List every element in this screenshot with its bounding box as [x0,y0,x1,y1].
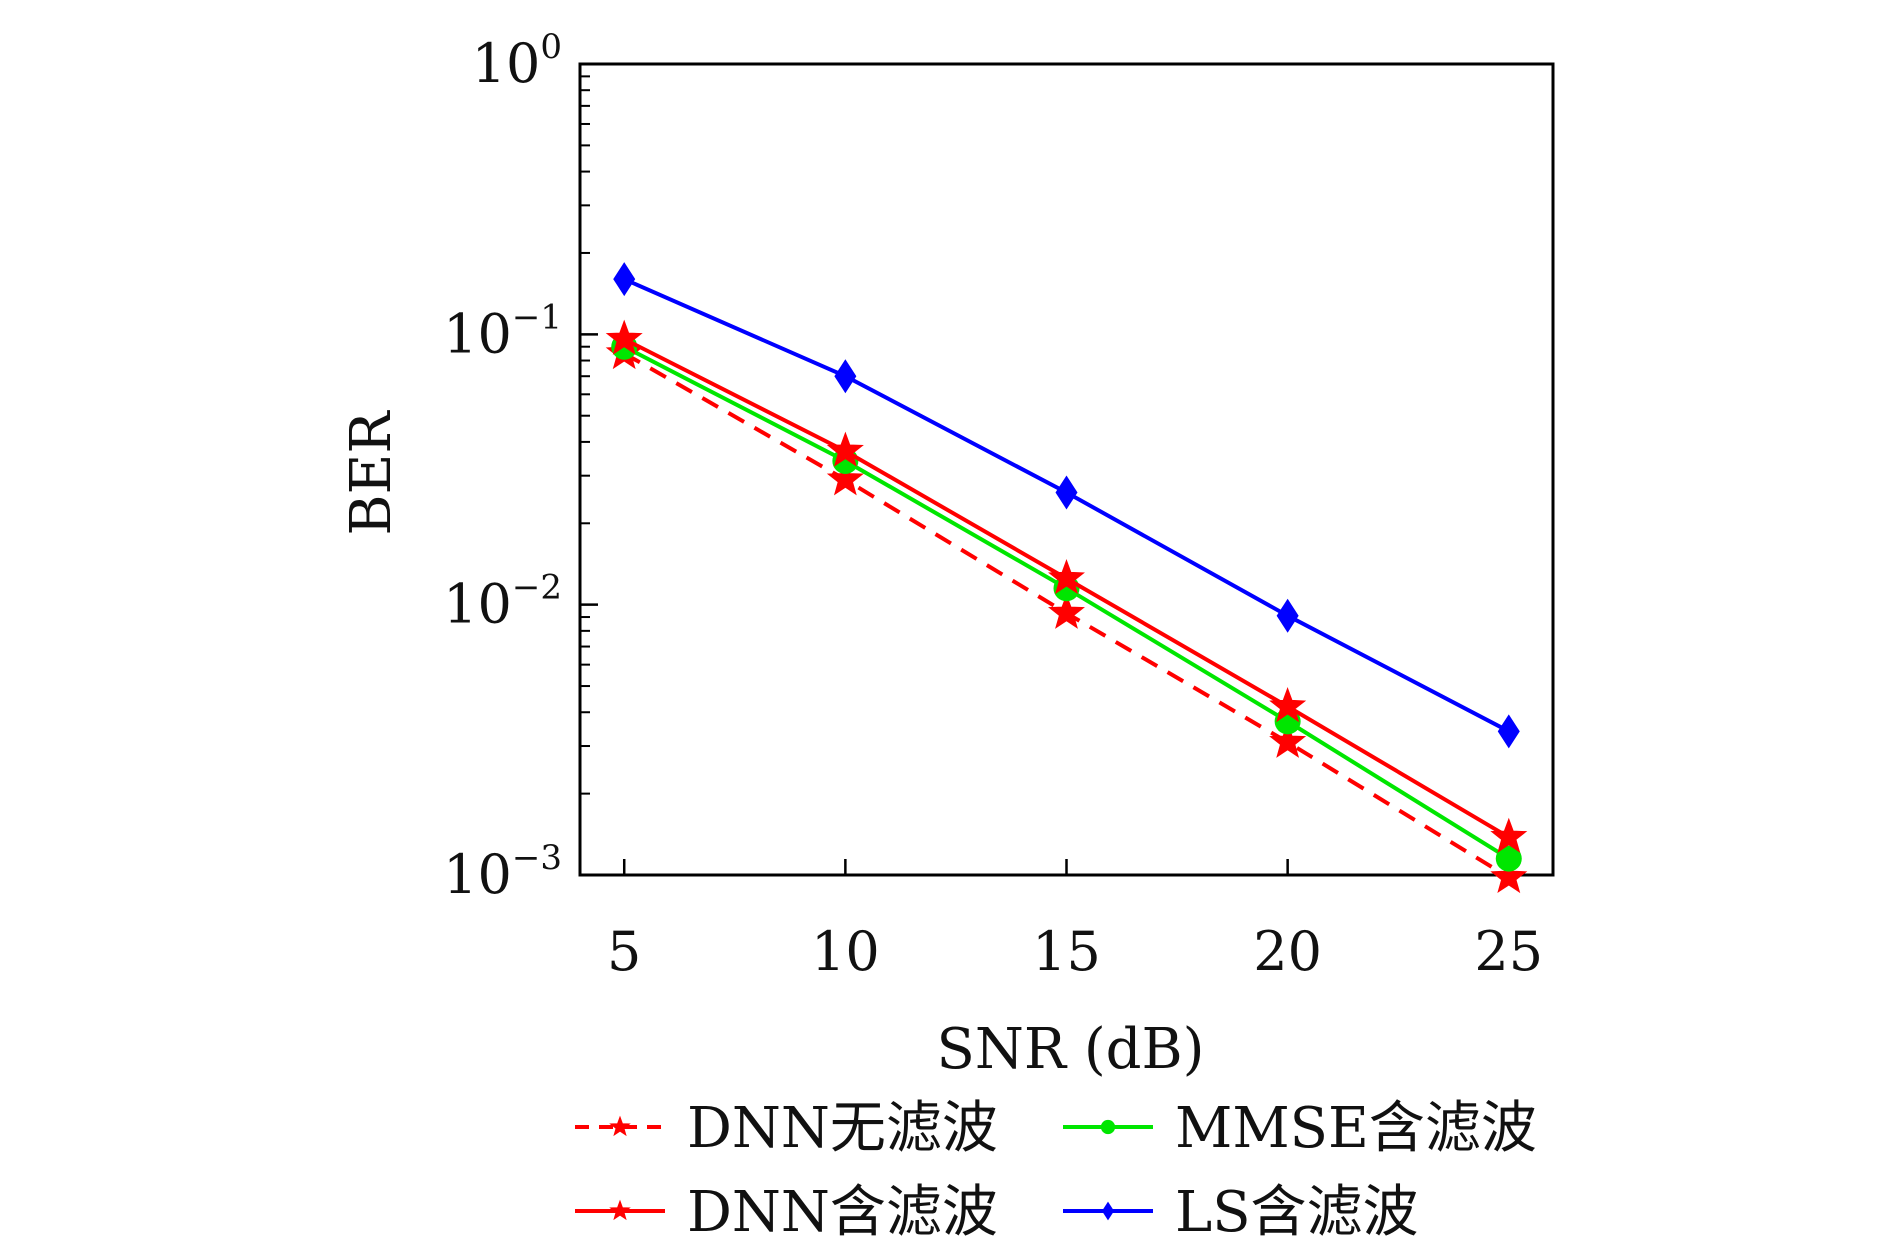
y-tick-label: 10−3 [443,838,562,906]
star-marker [826,431,864,467]
circle-marker [1100,1119,1116,1135]
series-4 [613,262,1520,749]
diamond-marker [1101,1201,1115,1221]
diamond-marker [1055,475,1078,510]
series-1 [605,333,1528,894]
diamond-marker [1497,714,1520,749]
star-marker [605,319,643,355]
axis-ticks [580,62,1511,877]
y-tick-label: 10−1 [443,297,562,365]
legend-label: MMSE含滤波 [1175,1096,1537,1161]
star-marker [1048,559,1085,595]
legend-entry: DNN含滤波 [575,1180,998,1245]
x-tick-label: 20 [1253,920,1322,983]
legend-entry: LS含滤波 [1063,1180,1419,1245]
plot-frame [578,62,1555,877]
x-tick-label: 5 [607,920,641,983]
legend-label: LS含滤波 [1175,1180,1419,1245]
star-marker [1269,722,1307,758]
diamond-marker [834,359,857,394]
legend-label: DNN无滤波 [687,1096,998,1161]
legend: DNN无滤波 MMSE含滤波 DNN含滤波 LS含滤波 [575,1096,1537,1245]
x-tick-label: 25 [1474,920,1543,983]
x-tick-label: 15 [1032,920,1101,983]
y-tick-label: 100 [472,27,562,95]
x-tick-label: 10 [811,920,880,983]
legend-entry: DNN无滤波 [575,1096,998,1161]
star-marker [1269,687,1307,723]
series-layer [605,262,1528,894]
star-marker [609,1115,631,1137]
y-axis-title: BER [339,410,404,536]
star-marker [609,1199,631,1221]
diamond-marker [1276,598,1299,633]
x-axis-title: SNR (dB) [936,1017,1204,1082]
legend-label: DNN含滤波 [687,1180,998,1245]
diamond-marker [613,262,636,297]
circle-marker [1495,845,1522,872]
star-marker [1490,857,1528,894]
star-marker [1048,593,1085,629]
star-marker [826,460,864,496]
series-3 [605,319,1528,853]
legend-entry: MMSE含滤波 [1063,1096,1537,1161]
y-tick-label: 10−2 [443,568,562,636]
star-marker [1490,817,1528,853]
